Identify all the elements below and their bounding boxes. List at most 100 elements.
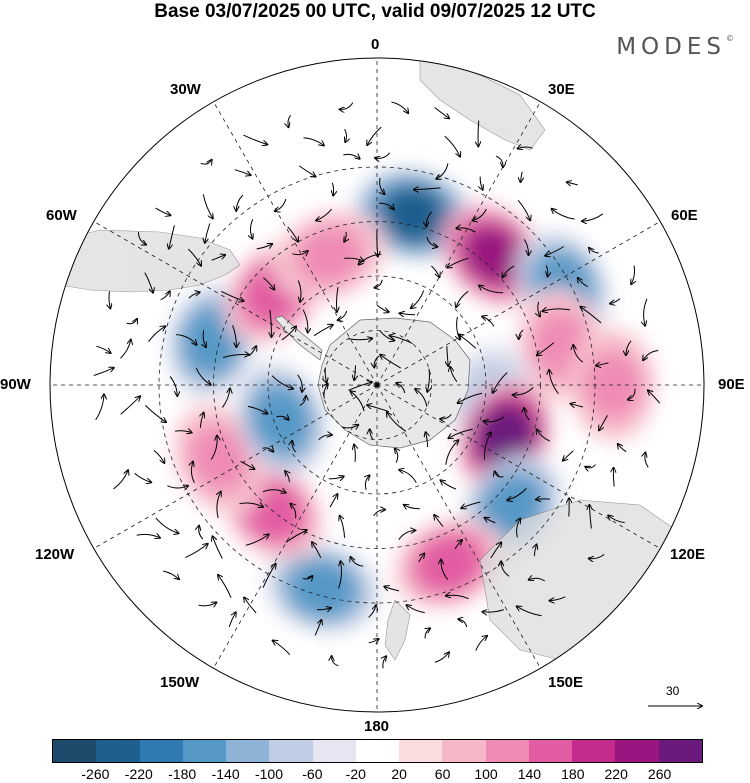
wind-vector	[303, 137, 324, 146]
wind-vector	[396, 383, 406, 394]
anomaly-contour	[583, 351, 643, 419]
wind-vector	[383, 656, 386, 669]
wind-vector	[370, 429, 374, 440]
wind-vector	[456, 290, 469, 307]
colorbar-tick-label: 260	[647, 766, 672, 782]
wind-vector	[447, 345, 448, 366]
wind-vector	[545, 246, 565, 256]
wind-vector	[445, 440, 459, 465]
colorbar-tick-label: -180	[168, 766, 197, 782]
wind-vector	[377, 228, 378, 257]
wind-vector	[236, 194, 244, 211]
wind-vector	[628, 388, 636, 400]
wind-vector	[271, 375, 293, 389]
wind-vector	[567, 182, 578, 185]
colorbar-tick-label: 220	[604, 766, 628, 782]
antarctic-peninsula	[274, 315, 323, 361]
colorbar-swatch	[615, 740, 659, 762]
wind-vector	[223, 354, 249, 359]
map-boundary	[49, 57, 705, 713]
wind-vector	[589, 505, 591, 529]
wind-vector	[316, 608, 331, 610]
wind-vector	[454, 540, 462, 550]
wind-vector	[288, 114, 292, 127]
wind-vector	[626, 340, 632, 355]
wind-vector	[113, 470, 128, 490]
wind-vector	[340, 102, 354, 110]
colorbar-swatch	[355, 740, 400, 762]
wind-vector	[337, 287, 338, 312]
wind-vector	[298, 280, 301, 302]
meridian-line	[376, 101, 541, 386]
latitude-circle	[267, 275, 487, 495]
wind-vector	[221, 290, 243, 301]
wind-vector	[299, 396, 306, 407]
colorbar-swatch	[399, 740, 443, 762]
wind-vector	[329, 494, 337, 508]
colorbar-swatch	[182, 740, 227, 762]
anomaly-contour	[474, 403, 536, 470]
wind-vector	[199, 526, 204, 540]
wind-vector	[390, 336, 413, 345]
wind-vector	[169, 376, 177, 396]
wind-vector	[395, 449, 398, 463]
lon-label-60w: 60W	[46, 207, 77, 224]
wind-vector	[384, 587, 400, 592]
meridian-line	[93, 384, 378, 549]
colorbar-swatch	[485, 740, 529, 762]
colorbar-swatch	[53, 740, 97, 762]
vector-scale-label: 30	[666, 684, 680, 698]
wind-vector	[415, 389, 428, 407]
lon-label-30w: 30W	[170, 81, 201, 98]
wind-vector	[613, 468, 614, 487]
wind-vector	[176, 334, 196, 345]
wind-vector	[262, 490, 286, 493]
meridian-line	[93, 221, 378, 386]
wind-vector	[145, 405, 166, 422]
wind-vector	[275, 198, 287, 211]
colorbar-swatch	[96, 740, 140, 762]
colorbar-swatch	[442, 740, 486, 762]
wind-vector	[160, 291, 170, 301]
wind-vector	[239, 503, 264, 507]
wind-vector	[549, 370, 559, 395]
wind-vector	[552, 209, 575, 220]
wind-vector	[198, 602, 217, 605]
wind-vector	[380, 355, 401, 369]
wind-vector	[169, 225, 175, 248]
wind-vector	[211, 255, 226, 261]
wind-vector	[529, 578, 546, 582]
wind-vector	[517, 519, 521, 538]
page-title: Base 03/07/2025 00 UTC, valid 09/07/2025…	[154, 1, 596, 22]
wind-vector	[367, 405, 389, 413]
anomaly-contour	[182, 307, 242, 375]
wind-vector	[407, 605, 425, 614]
wind-vector	[448, 428, 473, 438]
wind-vector	[351, 391, 365, 412]
wind-vector	[484, 416, 505, 422]
wind-vector	[195, 367, 211, 385]
brand-text: MODES	[616, 34, 726, 60]
wind-vector	[96, 345, 110, 353]
wind-vector	[458, 619, 468, 628]
wind-vector	[608, 516, 625, 524]
wind-vector	[519, 329, 524, 339]
wind-vector	[339, 561, 342, 589]
wind-vector	[518, 147, 533, 149]
wind-vector	[188, 292, 200, 299]
wind-vector	[582, 213, 604, 221]
wind-vector	[414, 188, 441, 190]
meridian-line	[376, 221, 661, 386]
wind-vector	[490, 542, 502, 559]
lon-label-180: 180	[364, 718, 390, 735]
wind-vector	[367, 126, 382, 145]
wind-vector	[354, 365, 355, 380]
colorbar-swatch	[312, 740, 356, 762]
wind-vector	[398, 530, 416, 540]
wind-vector	[513, 387, 534, 396]
wind-vector	[218, 575, 232, 598]
wind-vector	[523, 239, 528, 255]
wind-vector	[338, 310, 348, 320]
wind-vector	[436, 163, 449, 179]
wind-vector	[217, 492, 221, 519]
